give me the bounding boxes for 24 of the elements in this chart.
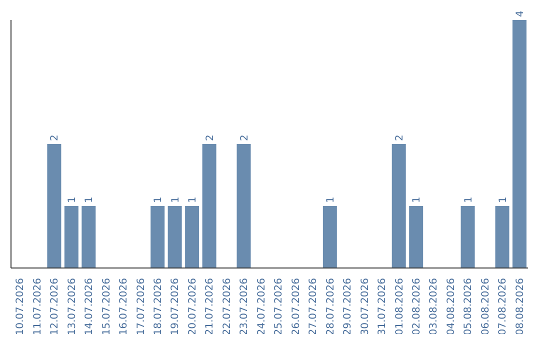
x-tick-label: 16.07.2026 (118, 278, 130, 336)
data-label: 1 (84, 196, 96, 203)
x-tick-label: 10.07.2026 (15, 278, 26, 336)
data-label: 1 (498, 196, 509, 203)
x-tick-label: 14.07.2026 (84, 278, 96, 336)
data-label: 1 (66, 196, 78, 203)
data-label: 2 (394, 134, 406, 141)
x-tick-label: 13.07.2026 (66, 278, 78, 336)
data-label: 1 (188, 196, 199, 203)
data-label: 2 (50, 134, 61, 141)
data-label: 1 (325, 196, 336, 203)
data-label: 1 (170, 196, 182, 203)
x-tick-label: 18.07.2026 (152, 278, 164, 336)
data-label: 1 (412, 196, 423, 203)
x-tick-label: 15.07.2026 (101, 278, 112, 336)
data-label: 2 (204, 134, 216, 141)
x-tick-label: 19.07.2026 (170, 278, 182, 336)
data-label: 2 (239, 134, 250, 141)
data-label: 1 (463, 196, 474, 203)
data-label: 1 (153, 196, 164, 203)
x-tick-label: 11.07.2026 (32, 278, 44, 336)
data-label: 4 (514, 10, 526, 17)
x-tick-label: 12.07.2026 (50, 278, 61, 336)
x-tick-label: 17.07.2026 (136, 278, 147, 336)
